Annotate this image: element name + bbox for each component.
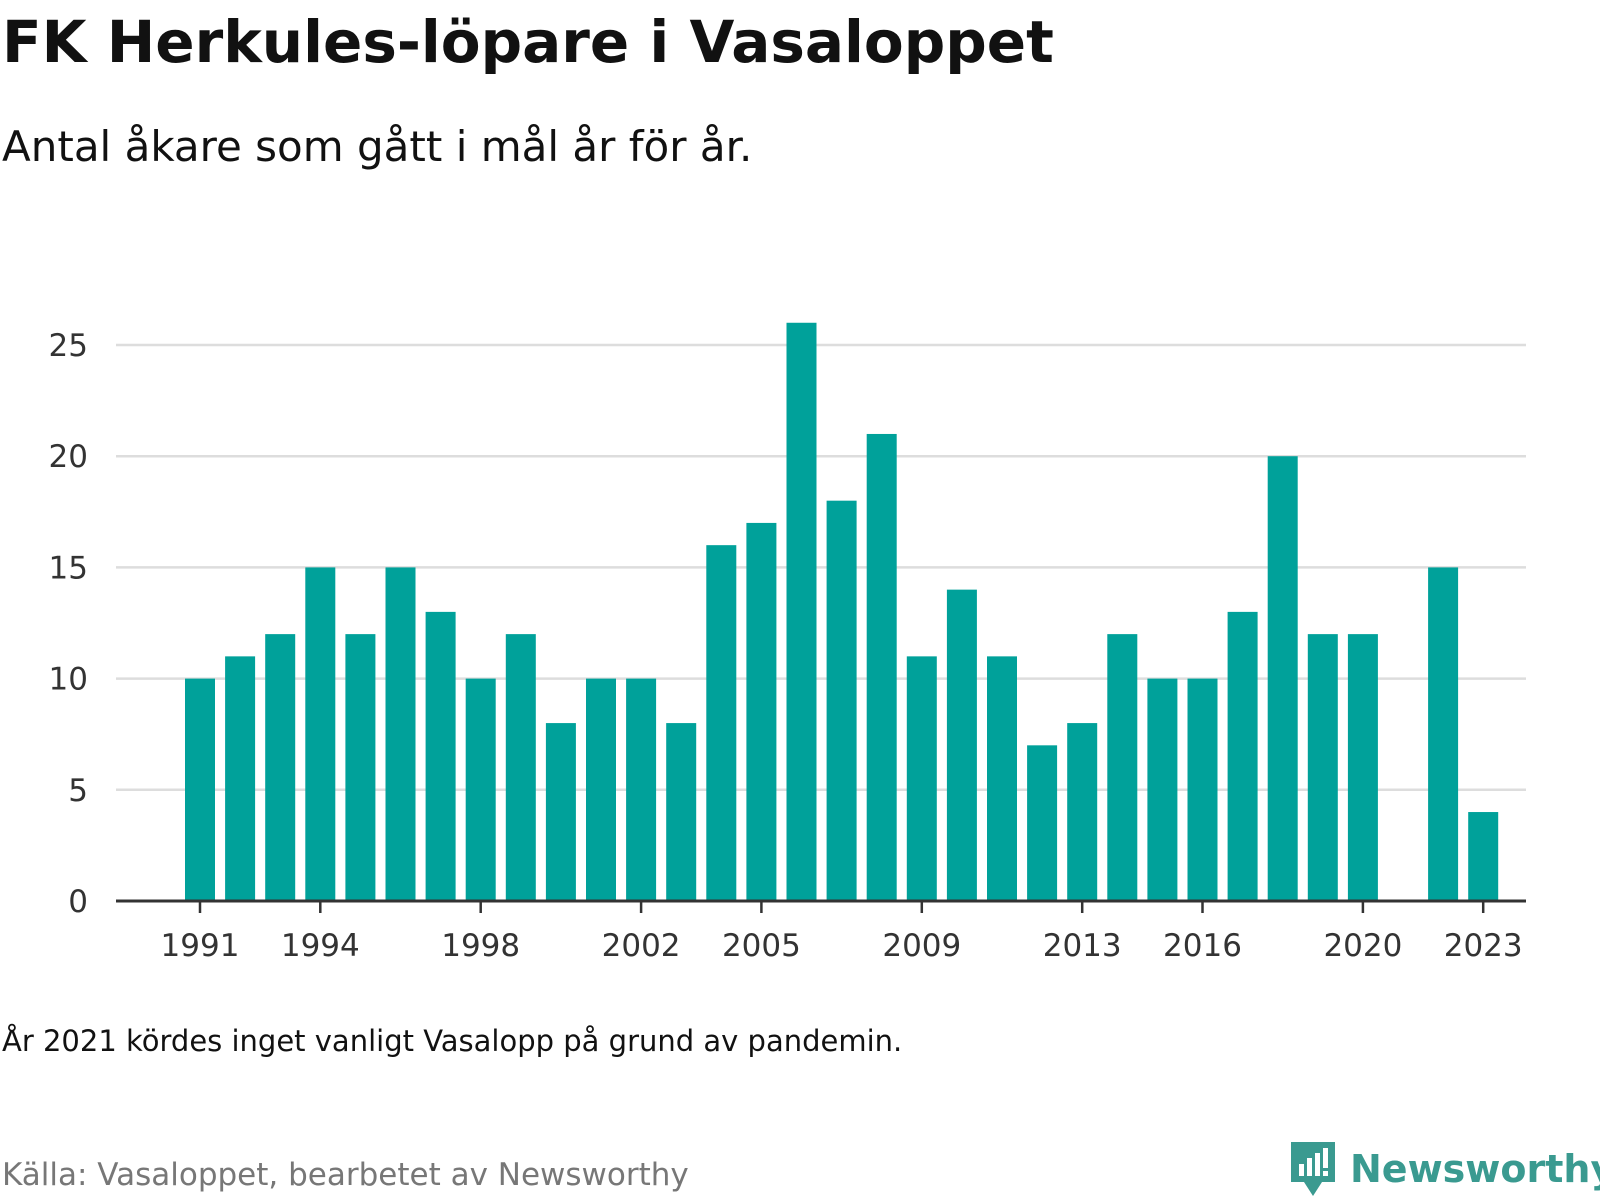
y-tick-label: 15 (49, 550, 88, 586)
x-tick-label: 2002 (602, 928, 681, 964)
bar-2005 (746, 522, 777, 901)
bar-2001 (586, 678, 616, 901)
bar-2011 (987, 656, 1017, 901)
source-text: Källa: Vasaloppet, bearbetet av Newswort… (2, 1157, 689, 1193)
bar-2003 (666, 723, 697, 901)
bar-2023 (1468, 812, 1499, 901)
bar-1998 (465, 678, 496, 901)
x-tick-label: 2016 (1163, 928, 1242, 964)
bar-2012 (1027, 745, 1058, 901)
x-axis-labels: 1991 1994 1998 2002 2005 2009 2013 2016 2020 2023 (161, 901, 1523, 964)
bar-1993 (265, 634, 296, 901)
x-tick-label: 2005 (722, 928, 801, 964)
chart-subtitle: Antal åkare som gått i mål år för år. (2, 122, 753, 171)
bar-2004 (706, 545, 737, 901)
x-tick-label: 2023 (1444, 928, 1523, 964)
bar-1996 (385, 567, 416, 901)
chart-title: FK Herkules-löpare i Vasaloppet (2, 8, 1054, 76)
logo-text: Newsworthy (1350, 1147, 1600, 1191)
bar-2006 (786, 322, 817, 901)
bar-2020 (1347, 634, 1378, 901)
y-axis-labels: 0 5 10 15 20 25 (49, 328, 88, 920)
y-tick-label: 5 (68, 773, 88, 809)
bar-2000 (545, 723, 576, 901)
y-tick-label: 25 (49, 328, 88, 364)
bar-1992 (225, 656, 256, 901)
x-tick-label: 2020 (1323, 928, 1402, 964)
bar-1999 (505, 634, 536, 901)
bar-chart: 0 5 10 15 20 25 1991 1994 1998 2002 2005 2009 2013 2… (49, 322, 1526, 964)
newsworthy-logo: Newsworthy (1288, 1141, 1600, 1197)
bar-2010 (946, 589, 977, 901)
bar-2002 (626, 678, 657, 901)
bar-2009 (906, 656, 937, 901)
newsworthy-logo-icon (1291, 1142, 1335, 1196)
footnote: År 2021 kördes inget vanligt Vasalopp på… (2, 1024, 903, 1058)
y-tick-label: 0 (68, 884, 88, 920)
bar-2019 (1307, 634, 1338, 901)
y-tick-label: 20 (49, 439, 88, 475)
bar-2017 (1227, 611, 1258, 901)
bar-2014 (1107, 634, 1138, 901)
bar-2007 (826, 500, 857, 901)
x-tick-label: 1991 (161, 928, 240, 964)
bar-2013 (1067, 723, 1098, 901)
x-tick-label: 2009 (882, 928, 961, 964)
bar-1995 (345, 634, 376, 901)
bar-1991 (185, 678, 215, 901)
bar-1997 (425, 611, 456, 901)
bar-2008 (866, 433, 897, 901)
y-tick-label: 10 (49, 662, 88, 698)
bar-2018 (1267, 456, 1298, 901)
bar-2015 (1147, 678, 1178, 901)
x-tick-label: 1998 (441, 928, 520, 964)
bars (185, 322, 1499, 901)
bar-1994 (305, 567, 336, 901)
bar-2022 (1428, 567, 1459, 901)
bar-2016 (1187, 678, 1218, 901)
x-tick-label: 1994 (281, 928, 360, 964)
x-tick-label: 2013 (1043, 928, 1122, 964)
